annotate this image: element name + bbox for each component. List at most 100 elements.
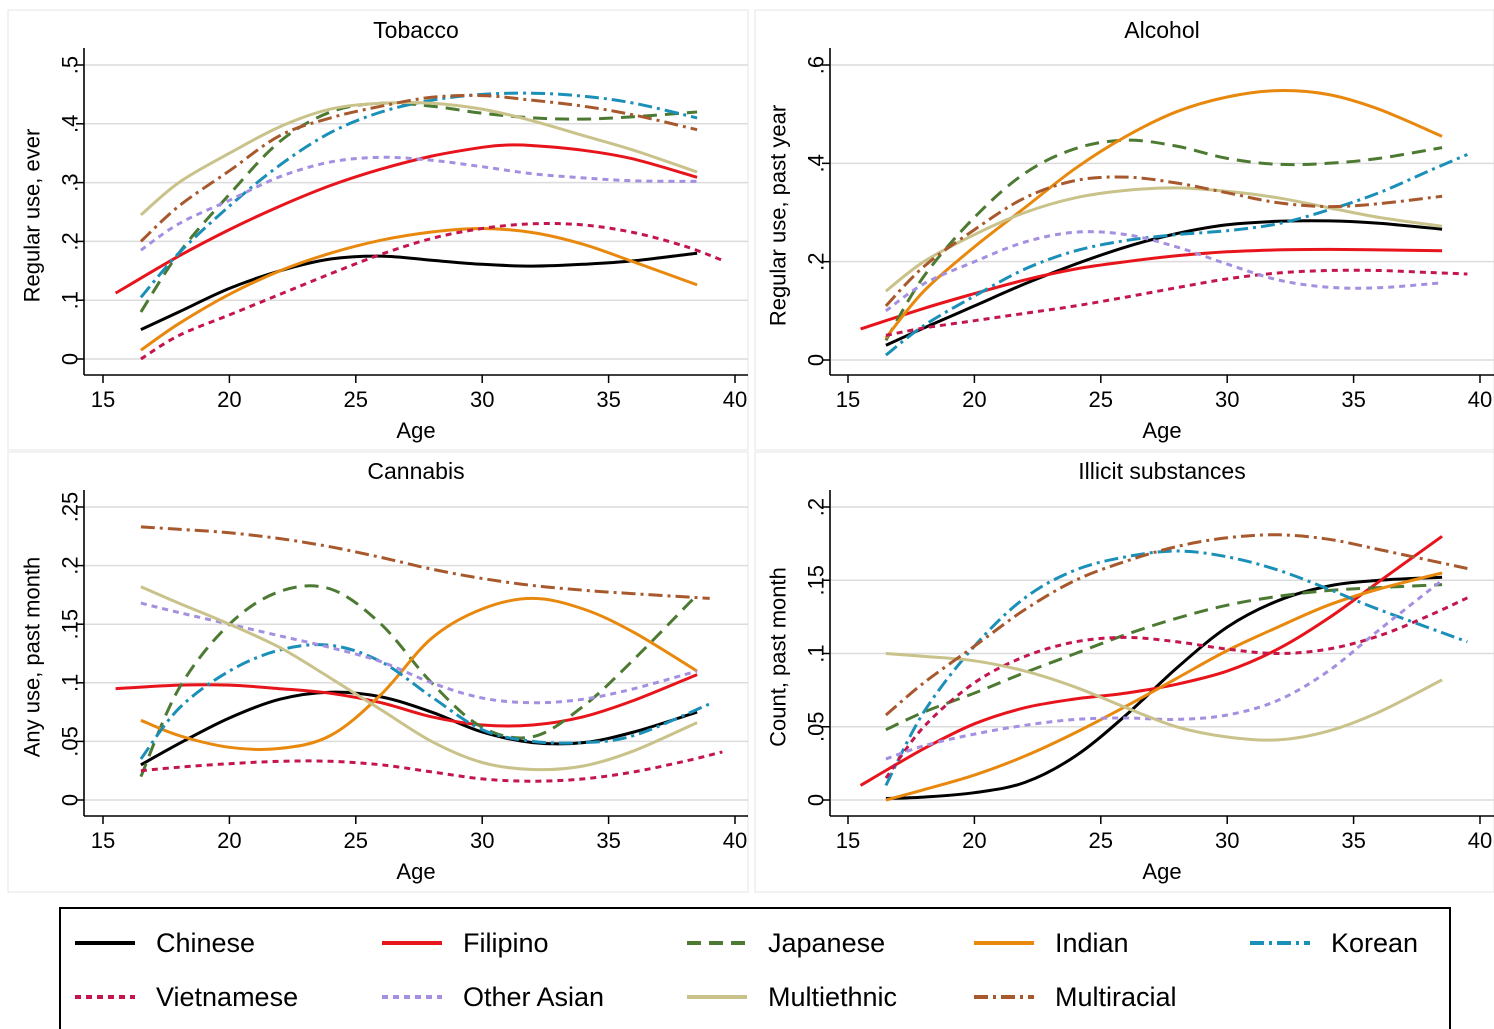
- panel-title: Cannabis: [367, 458, 464, 484]
- x-tick-label: 15: [836, 828, 860, 853]
- panel-title: Alcohol: [1124, 17, 1199, 43]
- series-line-indian: [140, 226, 698, 352]
- x-tick-label: 25: [1089, 387, 1113, 412]
- series-line-vietnamese: [140, 222, 723, 361]
- legend-label: Japanese: [768, 928, 885, 958]
- x-tick-label: 30: [470, 828, 494, 853]
- y-tick-label: .25: [58, 492, 83, 523]
- x-tick-label: 25: [1089, 828, 1113, 853]
- y-tick-label: .05: [804, 711, 829, 742]
- panel-illicit-substances: 0 .05 .1 .15 .2 15 20 25 30 35 40 Age Count, past mo…: [754, 451, 1494, 893]
- panels: 0 .1 .2 .3 .4 .5 15 20 25 30 35 40 Age Regular use, e…: [7, 9, 1494, 893]
- legend-label: Multiethnic: [768, 982, 897, 1012]
- legend-item-filipino: Filipino: [382, 928, 549, 958]
- x-tick-label: 35: [1341, 387, 1365, 412]
- panel-background: [7, 451, 749, 893]
- x-tick-label: 40: [723, 828, 747, 853]
- y-tick-label: .6: [804, 56, 829, 74]
- x-tick-label: 40: [1468, 387, 1492, 412]
- legend-label: Vietnamese: [156, 982, 298, 1012]
- series-line-multiethnic: [884, 186, 1443, 293]
- series-line-japanese: [139, 584, 699, 778]
- x-axis-title: Age: [396, 418, 435, 443]
- series-line-chinese: [885, 219, 1443, 347]
- series-line-chinese: [140, 251, 698, 331]
- series-group: [860, 89, 1468, 357]
- x-axis-title: Age: [1142, 418, 1181, 443]
- series-line-multiracial: [884, 175, 1443, 307]
- series-line-indian: [884, 89, 1443, 339]
- y-tick-label: .1: [58, 674, 83, 692]
- series-line-other-asian: [140, 155, 698, 252]
- y-tick-label: .2: [804, 252, 829, 270]
- legend-item-chinese: Chinese: [75, 928, 255, 958]
- legend-item-multiethnic: Multiethnic: [687, 982, 897, 1012]
- y-tick-label: .1: [58, 291, 83, 309]
- x-tick-label: 40: [723, 387, 747, 412]
- series-line-japanese: [885, 583, 1443, 732]
- y-tick-label: .05: [58, 726, 83, 757]
- series-line-multiracial: [139, 93, 698, 243]
- legend-label: Filipino: [463, 928, 549, 958]
- legend-label: Multiracial: [1055, 982, 1177, 1012]
- legend: Chinese Filipino Japanese Indian Korean Vietn…: [59, 907, 1451, 1029]
- series-line-filipino: [860, 247, 1443, 331]
- y-tick-label: .4: [804, 154, 829, 172]
- legend-label: Other Asian: [463, 982, 604, 1012]
- y-tick-label: .3: [58, 173, 83, 191]
- y-tick-label: .4: [58, 115, 83, 133]
- legend-item-other-asian: Other Asian: [382, 982, 604, 1012]
- panel-background: [7, 9, 749, 451]
- series-line-multiracial: [884, 533, 1468, 717]
- series-group: [115, 525, 723, 783]
- series-line-multiethnic: [140, 585, 698, 772]
- panel-cannabis: 0 .05 .1 .15 .2 .25 15 20 25 30 35 40 Age Any use, pa…: [7, 451, 749, 893]
- x-tick-label: 15: [91, 828, 115, 853]
- legend-item-indian: Indian: [974, 928, 1129, 958]
- x-tick-label: 35: [1341, 828, 1365, 853]
- legend-box: [59, 907, 1451, 1029]
- y-tick-label: .2: [58, 556, 83, 574]
- series-line-indian: [140, 596, 698, 751]
- panel-title: Tobacco: [373, 17, 459, 43]
- series-line-vietnamese: [140, 750, 723, 783]
- x-tick-label: 20: [962, 828, 986, 853]
- y-tick-label: 0: [58, 353, 83, 365]
- y-tick-label: 0: [804, 794, 829, 806]
- x-axis-title: Age: [396, 859, 435, 884]
- series-line-vietnamese: [884, 596, 1469, 779]
- series-line-other-asian: [140, 601, 698, 705]
- panel-background: [754, 9, 1494, 451]
- legend-item-multiracial: Multiracial: [974, 982, 1177, 1012]
- y-tick-label: .15: [804, 565, 829, 596]
- x-tick-label: 20: [217, 828, 241, 853]
- series-line-korean: [139, 643, 711, 760]
- series-group: [859, 533, 1469, 802]
- x-tick-label: 15: [836, 387, 860, 412]
- panel-title: Illicit substances: [1078, 458, 1245, 484]
- y-axis-title: Regular use, ever: [20, 129, 45, 303]
- legend-item-japanese: Japanese: [687, 928, 885, 958]
- series-group: [114, 91, 723, 361]
- y-axis-title: Regular use, past year: [766, 105, 791, 326]
- series-line-korean: [884, 549, 1468, 787]
- y-axis-title: Any use, past month: [20, 557, 45, 758]
- x-tick-label: 20: [962, 387, 986, 412]
- x-axis-title: Age: [1142, 859, 1181, 884]
- series-line-filipino: [114, 143, 698, 295]
- y-tick-label: .1: [804, 644, 829, 662]
- legend-label: Chinese: [156, 928, 255, 958]
- series-line-vietnamese: [885, 268, 1468, 337]
- x-tick-label: 40: [1468, 828, 1492, 853]
- series-line-multiracial: [140, 525, 710, 600]
- y-axis-title: Count, past month: [766, 567, 791, 747]
- legend-item-korean: Korean: [1250, 928, 1418, 958]
- x-tick-label: 35: [596, 387, 620, 412]
- series-line-filipino: [859, 535, 1443, 787]
- y-tick-label: .2: [58, 232, 83, 250]
- y-tick-label: 0: [58, 794, 83, 806]
- legend-item-vietnamese: Vietnamese: [75, 982, 298, 1012]
- series-line-korean: [139, 91, 698, 299]
- x-tick-label: 35: [596, 828, 620, 853]
